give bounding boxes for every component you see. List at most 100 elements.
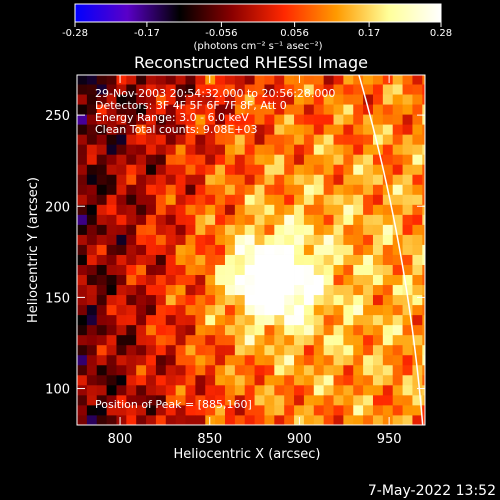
heatmap-cell [195,364,206,376]
heatmap-cell [402,114,413,125]
heatmap-cell [205,274,216,286]
heatmap-cell [422,394,425,406]
heatmap-cell [205,94,216,105]
heatmap-cell [175,364,186,376]
heatmap-cell [412,414,423,425]
heatmap-cell [116,264,127,276]
heatmap-cell [165,134,177,145]
heatmap-cell [165,384,177,396]
heatmap-cell [165,164,177,175]
heatmap-cell [146,314,157,326]
heatmap-cell [333,364,344,376]
heatmap-cell [234,214,246,225]
heatmap-cell [234,264,246,276]
heatmap-cell [343,214,354,225]
heatmap-cell [313,364,325,376]
heatmap-cell [382,304,394,316]
heatmap-cell [382,384,394,396]
heatmap-cell [353,364,364,376]
heatmap-cell [392,324,403,336]
heatmap-cell [294,224,305,235]
heatmap-cell [185,344,196,356]
heatmap-cell [175,164,186,175]
heatmap-cell [195,234,206,245]
heatmap-cell [86,264,98,276]
heatmap-cell [96,75,107,85]
heatmap-cell [244,314,255,326]
heatmap-cell [422,114,425,125]
heatmap-cell [234,204,246,215]
heatmap-cell [126,134,137,145]
heatmap-cell [274,234,285,245]
heatmap-cell [254,254,265,265]
heatmap-cell [392,84,403,95]
heatmap-cell [313,384,325,396]
heatmap-cell [126,394,137,406]
heatmap-cell [106,354,117,366]
heatmap-cell [146,174,157,185]
heatmap-cell [165,114,177,125]
heatmap-cell [116,414,127,425]
heatmap-cell [412,214,423,225]
heatmap-cell [294,244,305,255]
heatmap-cell [343,274,354,286]
heatmap-cell [294,94,305,105]
heatmap-cell [333,254,344,265]
heatmap-cell [96,354,107,366]
footer-datetime: 7-May-2022 13:52 [368,483,496,499]
heatmap-cell [313,294,325,306]
heatmap-cell [313,354,325,366]
heatmap-cell [244,294,255,306]
heatmap-cell [353,194,364,205]
heatmap-cell [353,324,364,336]
heatmap-cell [86,404,98,416]
heatmap-cell [175,234,186,245]
heatmap-cell [205,364,216,376]
heatmap-cell [372,364,384,376]
heatmap-cell [392,184,403,195]
heatmap-cell [77,214,88,225]
heatmap-cell [106,144,117,155]
heatmap-cell [106,334,117,346]
heatmap-cell [86,94,98,105]
heatmap-cell [234,284,246,296]
heatmap-cell [86,344,98,356]
heatmap-cell [224,134,236,145]
heatmap-cell [106,104,117,115]
heatmap-cell [363,224,374,235]
heatmap-cell [254,84,265,95]
heatmap-cell [175,75,186,85]
heatmap-cell [136,214,147,225]
heatmap-cell [402,134,413,145]
heatmap-cell [136,234,147,245]
heatmap-cell [205,144,216,155]
heatmap-cell [126,84,137,95]
heatmap-cell [343,334,354,346]
heatmap-cell [323,134,334,145]
heatmap-cell [126,304,137,316]
heatmap-cell [175,354,186,366]
heatmap-cell [86,84,98,95]
heatmap-cell [264,144,275,155]
heatmap-cell [77,84,88,95]
heatmap-cell [372,254,384,265]
heatmap-cell [343,384,354,396]
heatmap-cell [146,194,157,205]
heatmap-cell [363,134,374,145]
heatmap-cell [106,224,117,235]
heatmap-cell [136,394,147,406]
heatmap-cell [116,394,127,406]
heatmap-cell [165,184,177,195]
heatmap-cell [146,414,157,425]
heatmap-cell [264,324,275,336]
heatmap-cell [165,414,177,425]
heatmap-cell [343,204,354,215]
heatmap-cell [185,334,196,346]
heatmap-cell [363,194,374,205]
heatmap-cell [234,134,246,145]
heatmap-cell [412,354,423,366]
heatmap-cell [323,244,334,255]
heatmap-cell [353,224,364,235]
heatmap-cell [185,184,196,195]
heatmap-cell [77,284,88,296]
